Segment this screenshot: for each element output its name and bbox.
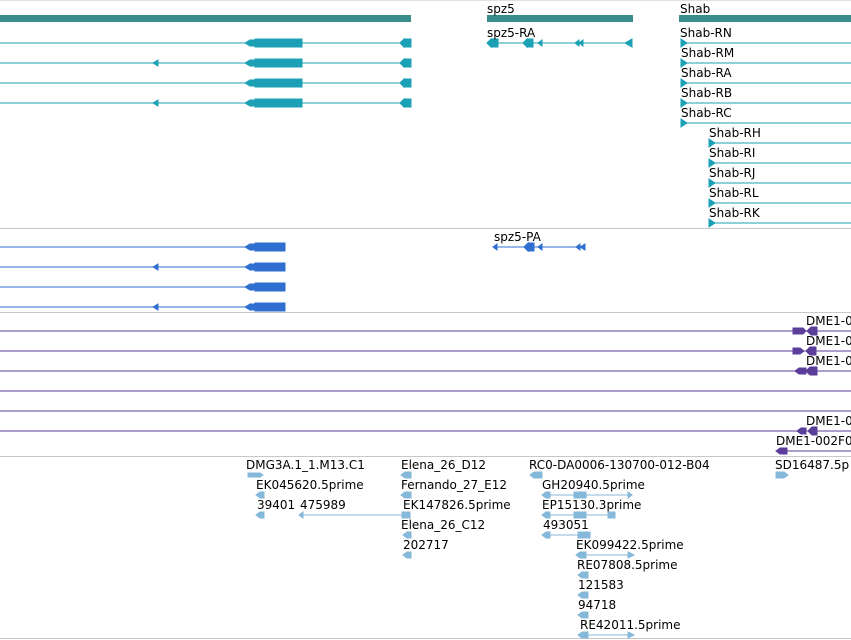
est-label[interactable]: 94718 xyxy=(578,598,617,612)
transcript-track xyxy=(0,37,851,228)
transcript-feature-shab[interactable] xyxy=(680,98,851,108)
protein-feature[interactable] xyxy=(0,302,286,312)
transcript-feature-shab[interactable] xyxy=(680,58,851,68)
transcript-label[interactable]: Shab-RK xyxy=(709,206,760,220)
gene-label-shab[interactable]: Shab xyxy=(680,2,711,16)
transcript-feature-shab[interactable] xyxy=(680,118,851,128)
transcript-label[interactable]: Shab-RI xyxy=(709,146,756,160)
alignment-feature[interactable] xyxy=(775,447,851,455)
protein-label[interactable]: spz5-PA xyxy=(494,230,541,244)
est-label[interactable]: EK099422.5prime xyxy=(576,538,684,552)
transcript-feature-shab[interactable] xyxy=(708,198,851,208)
alignment-feature[interactable] xyxy=(0,326,851,336)
alignment-feature[interactable] xyxy=(0,426,851,436)
protein-track xyxy=(0,241,586,312)
transcript-feature[interactable] xyxy=(0,57,412,69)
est-feature[interactable] xyxy=(400,491,412,499)
alignment-label[interactable]: DME1-0 xyxy=(806,334,851,348)
alignment-label[interactable]: DME1-0 xyxy=(806,314,851,328)
alignment-feature[interactable] xyxy=(0,346,851,356)
est-label[interactable]: RE07808.5prime xyxy=(577,558,678,572)
est-feature[interactable] xyxy=(541,511,616,519)
gene-label-spz5[interactable]: spz5 xyxy=(487,2,515,16)
est-feature[interactable] xyxy=(775,471,789,479)
transcript-label[interactable]: Shab-RN xyxy=(680,26,732,40)
protein-feature-spz5-pa[interactable] xyxy=(492,241,586,253)
alignment-label[interactable]: DME1-0 xyxy=(806,414,851,428)
gene-feature[interactable] xyxy=(0,15,411,22)
est-feature[interactable] xyxy=(577,591,589,599)
est-feature[interactable] xyxy=(529,471,543,479)
est-feature[interactable] xyxy=(541,491,633,499)
est-feature[interactable] xyxy=(577,631,636,639)
alignment-feature[interactable] xyxy=(0,366,851,376)
alignment-label[interactable]: DME1-002F0 xyxy=(776,434,851,448)
est-feature[interactable] xyxy=(541,531,591,539)
est-track xyxy=(247,471,789,639)
transcript-label[interactable]: Shab-RH xyxy=(709,126,761,140)
transcript-label[interactable]: Shab-RL xyxy=(709,186,759,200)
protein-feature[interactable] xyxy=(0,262,286,272)
est-label[interactable]: 493051 xyxy=(543,518,589,532)
transcript-feature[interactable] xyxy=(0,77,412,89)
transcript-feature-spz5-ra[interactable] xyxy=(486,37,633,49)
alignment-label[interactable]: DME1-0 xyxy=(806,354,851,368)
est-feature[interactable] xyxy=(402,531,412,539)
transcript-feature-shab[interactable] xyxy=(708,218,851,228)
est-label[interactable]: EP15130.3prime xyxy=(542,498,642,512)
gene-feature-spz5[interactable] xyxy=(487,15,633,22)
est-feature[interactable] xyxy=(577,611,589,619)
transcript-feature-shab[interactable] xyxy=(708,138,851,148)
transcript-label[interactable]: Shab-RM xyxy=(681,46,735,60)
est-label[interactable]: EK045620.5prime xyxy=(256,478,364,492)
est-feature[interactable] xyxy=(255,491,265,499)
est-label[interactable]: RC0-DA0006-130700-012-B04 xyxy=(529,458,710,472)
est-label[interactable]: Fernando_27_E12 xyxy=(401,478,507,492)
transcript-label[interactable]: spz5-RA xyxy=(487,26,536,40)
transcript-feature-shab[interactable] xyxy=(680,38,851,48)
gene-feature-shab[interactable] xyxy=(679,15,851,22)
transcript-label[interactable]: Shab-RJ xyxy=(709,166,756,180)
transcript-feature-shab[interactable] xyxy=(708,178,851,188)
transcript-feature-shab[interactable] xyxy=(680,78,851,88)
est-feature[interactable] xyxy=(247,472,264,478)
transcript-feature[interactable] xyxy=(0,37,412,49)
est-label[interactable]: 121583 xyxy=(578,578,624,592)
est-feature[interactable] xyxy=(575,551,636,559)
est-feature[interactable] xyxy=(400,471,412,479)
est-label[interactable]: 202717 xyxy=(403,538,449,552)
est-label[interactable]: 475989 xyxy=(300,498,346,512)
est-feature[interactable] xyxy=(255,511,265,519)
transcript-label[interactable]: Shab-RC xyxy=(681,106,732,120)
est-label[interactable]: SD16487.5p xyxy=(775,458,850,472)
est-label[interactable]: Elena_26_C12 xyxy=(401,518,486,532)
est-label[interactable]: GH20940.5prime xyxy=(542,478,645,492)
est-label[interactable]: Elena_26_D12 xyxy=(401,458,487,472)
est-label[interactable]: EK147826.5prime xyxy=(403,498,511,512)
est-label[interactable]: RE42011.5prime xyxy=(580,618,681,632)
est-label[interactable]: DMG3A.1_1.M13.C1 xyxy=(246,458,365,472)
est-label[interactable]: 39401 xyxy=(257,498,296,512)
transcript-label[interactable]: Shab-RA xyxy=(681,66,732,80)
alignment-track xyxy=(0,326,851,455)
transcript-feature-shab[interactable] xyxy=(708,158,851,168)
protein-feature[interactable] xyxy=(0,242,286,252)
gene-track xyxy=(0,15,851,22)
est-feature[interactable] xyxy=(298,511,411,519)
protein-feature[interactable] xyxy=(0,282,286,292)
est-feature[interactable] xyxy=(577,571,589,579)
transcript-label[interactable]: Shab-RB xyxy=(681,86,733,100)
transcript-feature[interactable] xyxy=(0,97,412,109)
est-feature[interactable] xyxy=(402,551,412,559)
